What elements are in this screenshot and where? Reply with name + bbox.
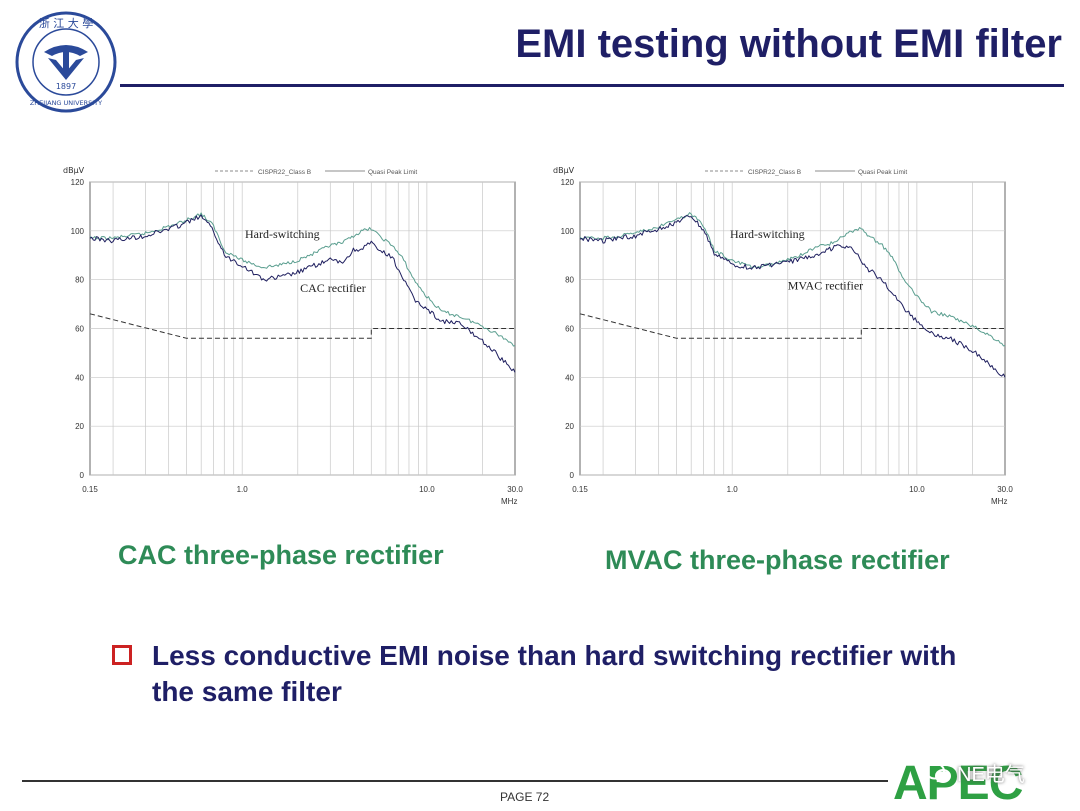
y-tick-label: 20 — [565, 422, 574, 431]
series-limit — [89, 313, 515, 339]
x-tick-label: 30.0 — [997, 485, 1013, 494]
chart-mvac: 0 20 40 60 80 100 120 0.15 1.0 10.0 30.0 dBμV MHz CIS… — [553, 166, 1013, 506]
spectrum-trace — [579, 212, 1006, 347]
y-tick-label: 0 — [80, 471, 85, 480]
spectrum-trace — [89, 214, 516, 373]
annotation-label: CAC rectifier — [300, 281, 366, 295]
y-axis-label: dBμV — [63, 166, 85, 175]
x-tick-label: 10.0 — [909, 485, 925, 494]
series-hard-switching — [89, 212, 516, 347]
x-tick-label: 30.0 — [507, 485, 523, 494]
apec-logo: APEC — [893, 757, 1023, 810]
y-tick-label: 60 — [75, 325, 84, 334]
wechat-label: NE电气 — [957, 764, 1025, 786]
wechat-icon — [925, 762, 951, 783]
y-tick-label: 40 — [75, 373, 84, 382]
series-hard-switching — [579, 212, 1006, 347]
series-limit — [579, 313, 1005, 339]
legend-label: Quasi Peak Limit — [368, 169, 417, 176]
annotation-label: Hard-switching — [245, 227, 320, 241]
x-tick-label: 0.15 — [82, 485, 98, 494]
y-tick-label: 20 — [75, 422, 84, 431]
annotation-label: Hard-switching — [730, 227, 805, 241]
x-tick-label: 0.15 — [572, 485, 588, 494]
annotation-label: MVAC rectifier — [788, 278, 863, 292]
title-divider — [120, 84, 1064, 87]
bullet-text: Less conductive EMI noise than hard swit… — [152, 640, 957, 707]
x-tick-label: 1.0 — [237, 485, 249, 494]
limit-line — [579, 313, 1005, 339]
footer-divider — [22, 780, 888, 782]
x-axis-label: MHz — [501, 497, 517, 506]
y-tick-label: 100 — [71, 227, 85, 236]
x-axis-label: MHz — [991, 497, 1007, 506]
x-tick-label: 1.0 — [727, 485, 739, 494]
spectrum-trace — [89, 212, 516, 347]
legend-label: Quasi Peak Limit — [858, 169, 907, 176]
y-tick-label: 120 — [561, 178, 575, 187]
series-rectifier — [579, 215, 1006, 378]
y-tick-label: 120 — [71, 178, 85, 187]
x-tick-label: 10.0 — [419, 485, 435, 494]
seal-bottom-text: ZHEJIANG UNIVERSITY — [30, 99, 102, 107]
y-tick-label: 80 — [75, 276, 84, 285]
legend-label: CISPR22_Class B — [258, 169, 311, 176]
page-number: PAGE 72 — [500, 790, 550, 804]
caption-mvac: MVAC three-phase rectifier — [605, 545, 950, 575]
limit-line — [89, 313, 515, 339]
seal-year-text: 1897 — [56, 82, 76, 91]
y-tick-label: 40 — [565, 373, 574, 382]
bullet-square-icon — [112, 645, 132, 665]
y-tick-label: 0 — [570, 471, 575, 480]
legend-label: CISPR22_Class B — [748, 169, 801, 176]
caption-cac: CAC three-phase rectifier — [118, 540, 444, 570]
y-tick-label: 100 — [561, 227, 575, 236]
y-axis-label: dBμV — [553, 166, 575, 175]
series-rectifier — [89, 214, 516, 373]
seal-top-text: 浙 江 大 學 — [39, 16, 94, 30]
page-title: EMI testing without EMI filter — [515, 22, 1062, 66]
chart-cac: 0 20 40 60 80 100 120 0.15 1.0 10.0 30.0 dBμV MHz CIS… — [63, 166, 523, 506]
spectrum-trace — [579, 215, 1006, 378]
zhejiang-university-seal-icon: 浙 江 大 學 1897 ZHEJIANG UNIVERSITY — [15, 11, 117, 113]
y-tick-label: 60 — [565, 325, 574, 334]
y-tick-label: 80 — [565, 276, 574, 285]
wechat-watermark: NE电气 — [925, 758, 1025, 787]
